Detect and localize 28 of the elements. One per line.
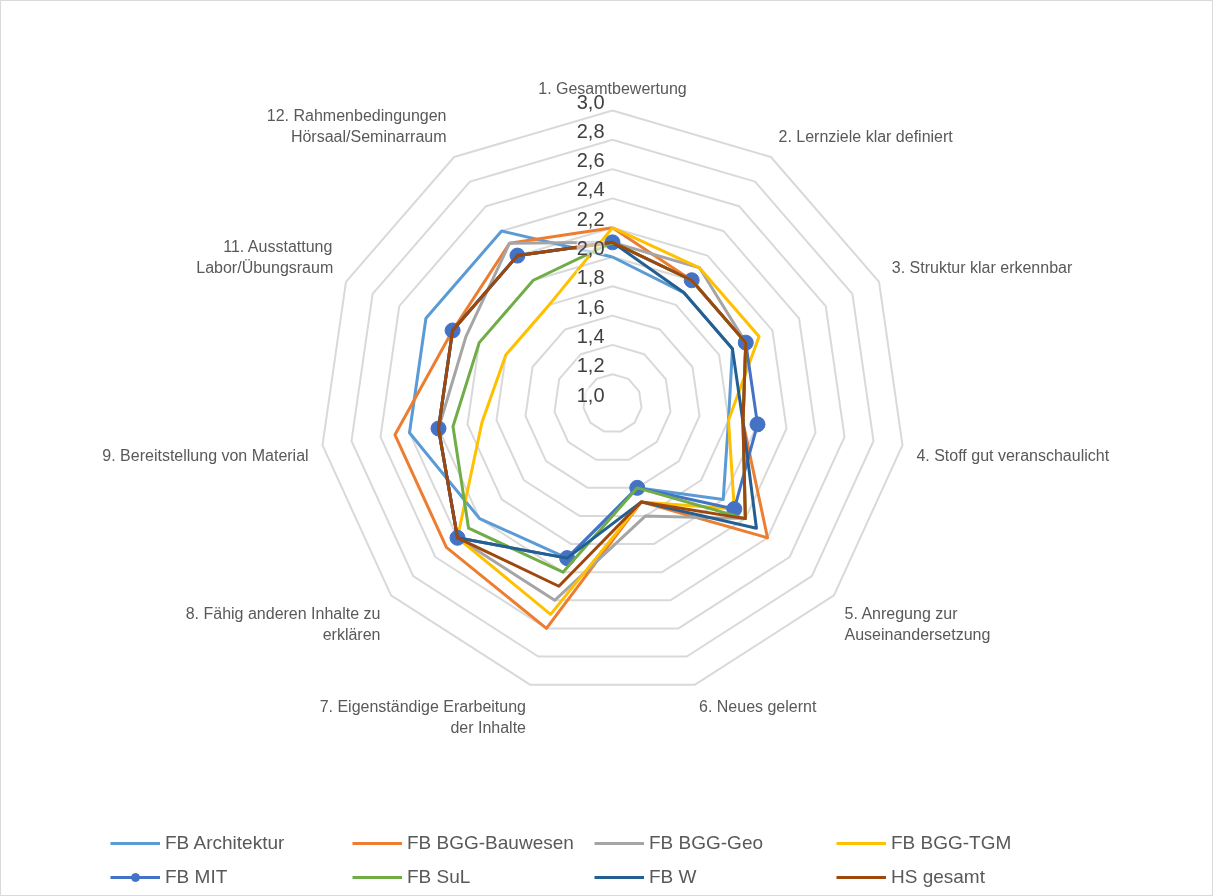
y-tick-label: 1,4 xyxy=(576,324,605,347)
y-tick-label: 2,6 xyxy=(576,149,605,172)
spoke-label: 9. Bereitstellung von Material xyxy=(102,447,309,465)
spoke-label: 2. Lernziele klar definiert xyxy=(778,128,954,146)
spoke-label: 12. Rahmenbedingungen Hörsaal/Seminarraum xyxy=(266,106,447,146)
y-tick-label: 2,4 xyxy=(576,178,605,201)
spoke-label: 5. Anregung zur Auseinandersetzung xyxy=(844,604,991,643)
spoke-label: 4. Stoff gut veranschaulicht xyxy=(916,447,1110,465)
spoke-label: 3. Struktur klar erkennbar xyxy=(891,258,1073,276)
legend-label: FB W xyxy=(649,866,698,888)
spoke-label: 8. Fähig anderen Inhalte zu erklären xyxy=(185,604,381,643)
y-tick-label: 1,0 xyxy=(576,383,605,406)
y-tick-label: 2,2 xyxy=(576,207,605,230)
spoke-label: 11. Ausstattung Labor/Übungsraum xyxy=(196,237,334,276)
y-tick-label: 1,6 xyxy=(576,295,605,318)
y-tick-label: 2,8 xyxy=(576,119,605,142)
legend-label: HS gesamt xyxy=(891,866,986,888)
legend-label: FB SuL xyxy=(407,866,472,888)
spoke-label: 7. Eigenständige Erarbeitung der Inhalte xyxy=(319,698,527,737)
spoke-label: 6. Neues gelernt xyxy=(698,698,817,716)
legend-label: FB BGG-TGM xyxy=(891,832,1013,854)
legend-label: FB Architektur xyxy=(165,832,286,854)
y-tick-label: 1,8 xyxy=(576,266,605,289)
y-tick-label: 1,2 xyxy=(576,354,605,377)
y-tick-label: 2,0 xyxy=(576,237,605,259)
legend-label: FB BGG-Bauwesen xyxy=(407,832,575,854)
legend-label: FB MIT xyxy=(165,866,229,888)
legend-label: FB BGG-Geo xyxy=(649,832,765,854)
